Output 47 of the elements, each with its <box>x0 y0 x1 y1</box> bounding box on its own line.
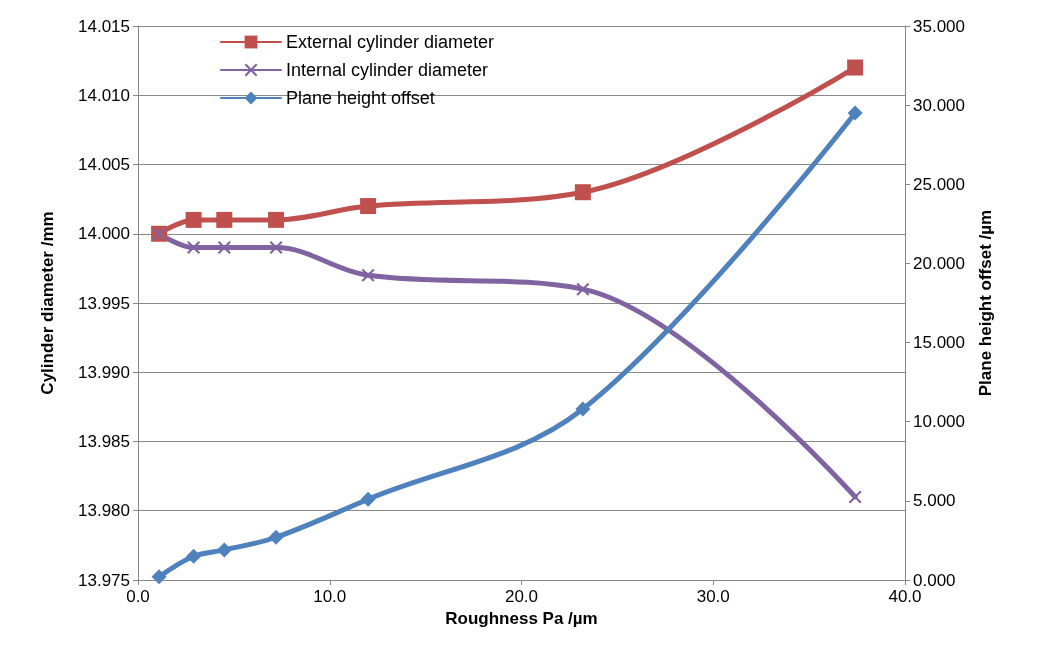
y2-tick-label: 20.000 <box>913 253 965 273</box>
x-tick-label: 30.0 <box>696 587 730 606</box>
y2-tick-label: 15.000 <box>913 333 965 353</box>
legend-label: External cylinder diameter <box>286 32 495 52</box>
point <box>217 241 231 255</box>
y-tick-label: 13.975 <box>78 570 130 590</box>
y-tick-label: 14.005 <box>78 155 130 174</box>
y2-tick-label: 25.000 <box>913 174 965 194</box>
point <box>269 241 283 255</box>
point <box>847 59 864 76</box>
point <box>216 211 233 228</box>
x-tick-label: 20.0 <box>504 587 539 606</box>
y2-tick-label: 5.000 <box>913 491 956 511</box>
y2-tick-label: 10.000 <box>913 412 965 432</box>
legend-label: Plane height offset <box>286 88 435 108</box>
y-tick-label: 14.010 <box>78 85 130 105</box>
point <box>575 401 591 417</box>
y-tick-label: 13.990 <box>78 362 130 382</box>
legend-label: Internal cylinder diameter <box>286 60 489 80</box>
point <box>186 548 202 564</box>
point <box>576 282 590 296</box>
x-tick-label: 40.0 <box>888 587 922 606</box>
point <box>216 542 232 558</box>
point <box>361 268 375 282</box>
point <box>574 184 591 201</box>
point <box>151 569 167 585</box>
y-tick-label: 14.000 <box>78 224 130 244</box>
y2-tick-label: 35.000 <box>913 16 965 36</box>
point <box>360 491 376 507</box>
y2-axis-title: Plane height offset /µm <box>976 209 995 397</box>
y-tick-label: 14.015 <box>78 16 130 36</box>
point <box>360 198 377 215</box>
y-tick-label: 13.985 <box>78 432 130 451</box>
point <box>187 241 201 255</box>
point <box>847 105 863 121</box>
point <box>848 490 862 504</box>
y-tick-label: 13.995 <box>78 293 130 313</box>
y-axis-title: Cylinder diameter /mm <box>38 211 57 395</box>
x-tick-label: 0.0 <box>126 587 150 606</box>
y-tick-label: 13.980 <box>78 501 130 521</box>
point <box>268 529 284 545</box>
x-tick-label: 10.0 <box>313 587 347 606</box>
x-axis-title: Roughness Pa /µm <box>445 608 598 628</box>
y2-tick-label: 0.000 <box>913 570 956 590</box>
point <box>185 211 202 228</box>
point <box>268 211 285 228</box>
y2-tick-label: 30.000 <box>913 95 965 115</box>
